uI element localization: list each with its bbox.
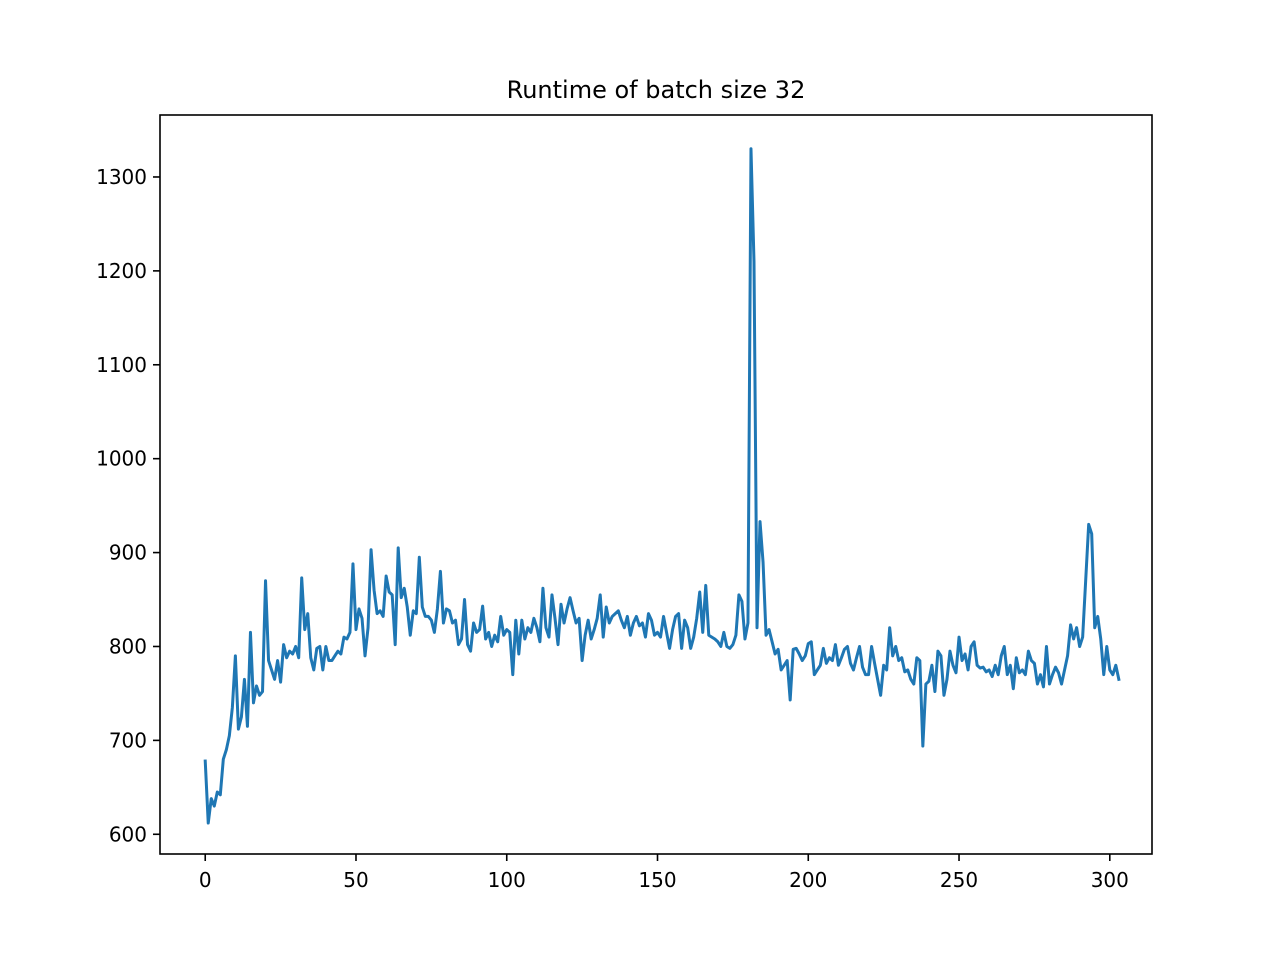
y-tick-label: 1100 (96, 353, 147, 377)
series-line (203, 147, 1121, 825)
x-tick-label: 200 (789, 868, 827, 892)
y-tick-label: 700 (109, 728, 147, 752)
y-tick-label: 1200 (96, 259, 147, 283)
y-tick-label: 1000 (96, 447, 147, 471)
x-tick-label: 150 (638, 868, 676, 892)
plot-area (203, 147, 1121, 825)
x-tick-label: 300 (1091, 868, 1129, 892)
y-tick-label: 800 (109, 634, 147, 658)
x-tick-label: 100 (488, 868, 526, 892)
chart-title: Runtime of batch size 32 (507, 76, 806, 104)
y-tick-label: 1300 (96, 165, 147, 189)
x-axis: 0 50 100 150 200 250 300 (199, 854, 1129, 892)
y-tick-label: 900 (109, 541, 147, 565)
y-axis: 600 700 800 900 1000 1100 1200 1300 (96, 165, 160, 846)
y-tick-label: 600 (109, 822, 147, 846)
x-tick-label: 0 (199, 868, 212, 892)
x-tick-label: 250 (940, 868, 978, 892)
axes-frame (159, 114, 1153, 855)
x-tick-label: 50 (343, 868, 368, 892)
